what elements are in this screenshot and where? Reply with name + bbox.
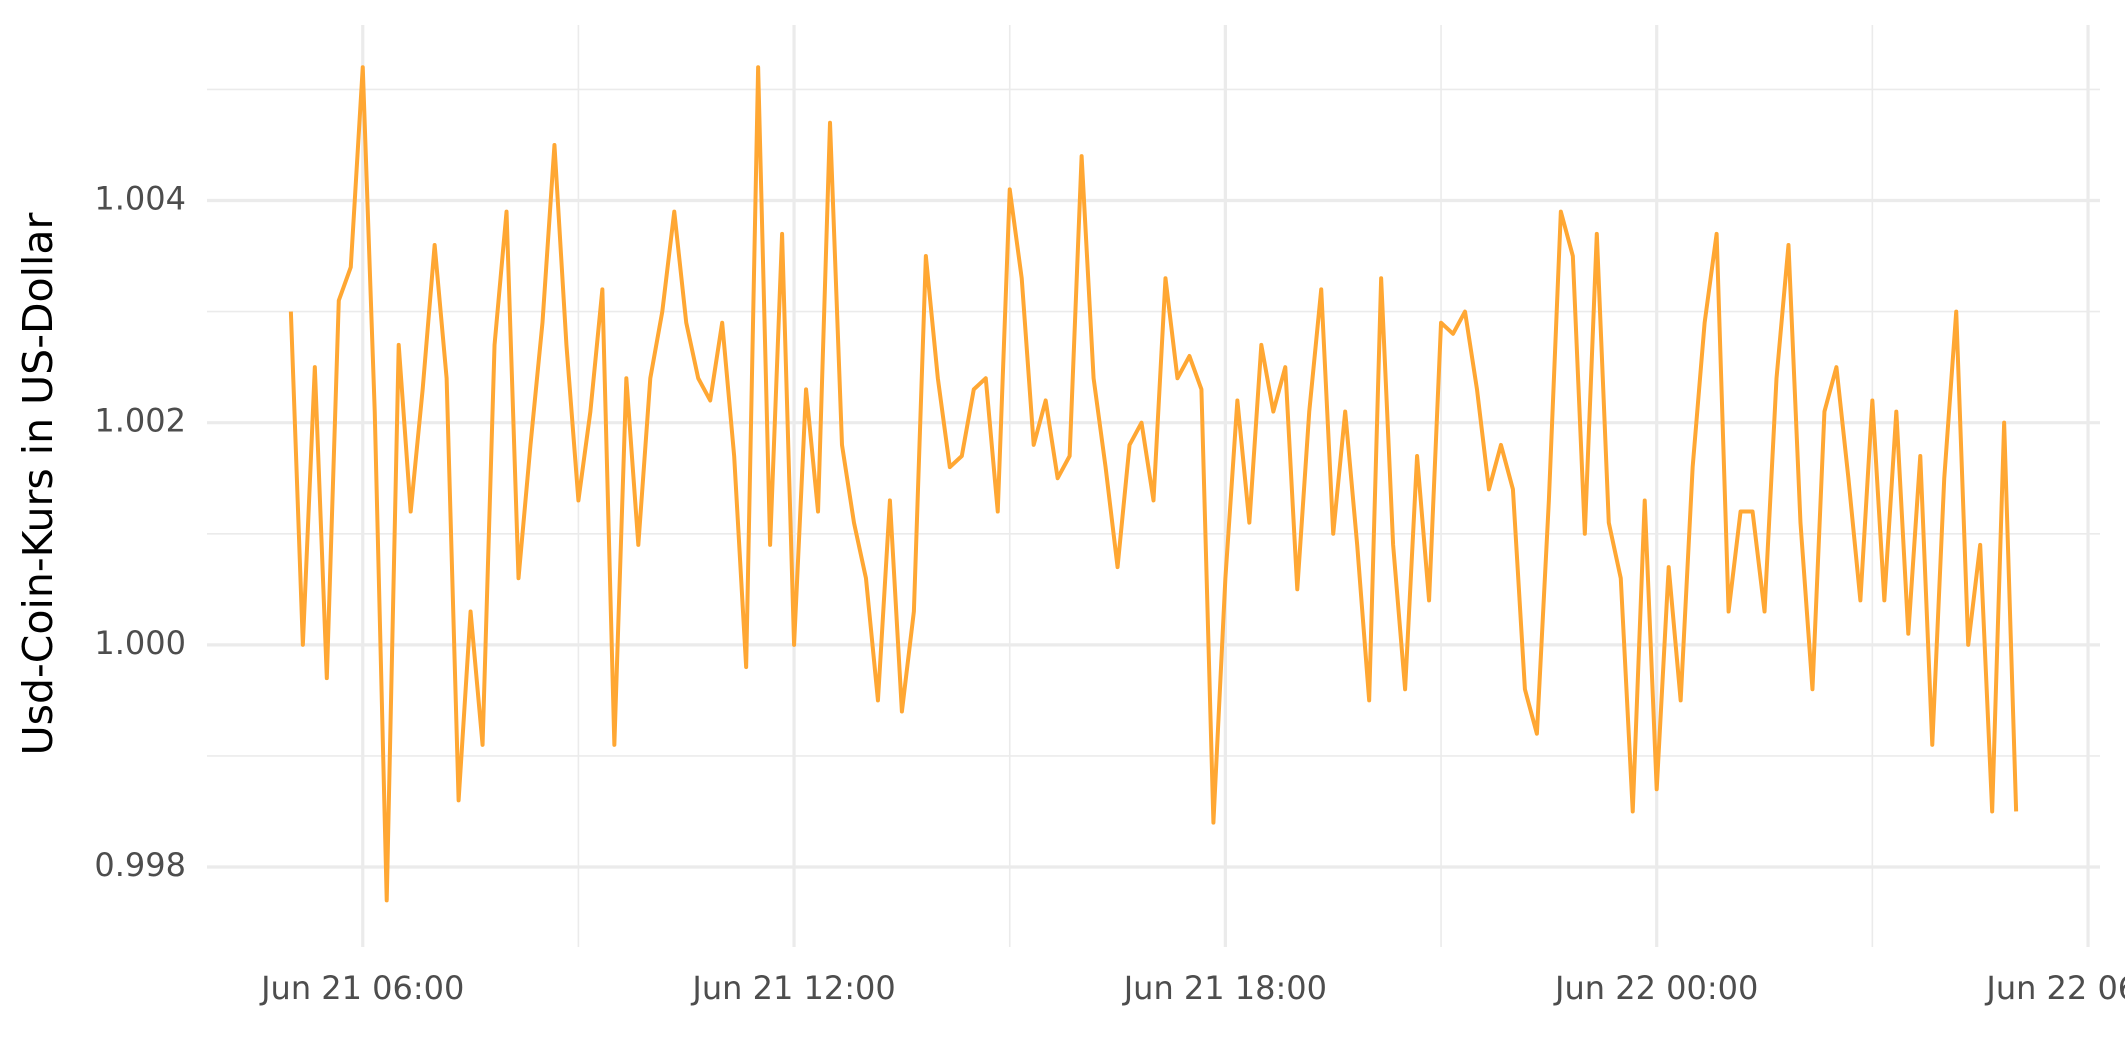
series-line	[288, 65, 2019, 903]
x-tick-label: Jun 22 06:00	[1984, 969, 2125, 1007]
y-tick-label: 1.000	[94, 624, 186, 662]
x-tick-label: Jun 21 12:00	[690, 969, 895, 1007]
y-tick-label: 1.002	[94, 402, 186, 440]
grid	[207, 25, 2100, 947]
x-tick-label: Jun 22 00:00	[1553, 969, 1758, 1007]
y-axis-title: Usd-Coin-Kurs in US-Dollar	[14, 212, 62, 755]
x-tick-label: Jun 21 18:00	[1122, 969, 1327, 1007]
y-tick-label: 1.004	[94, 180, 186, 218]
plot-area	[288, 65, 2019, 903]
x-tick-label: Jun 21 06:00	[259, 969, 464, 1007]
y-tick-label: 0.998	[94, 846, 186, 884]
